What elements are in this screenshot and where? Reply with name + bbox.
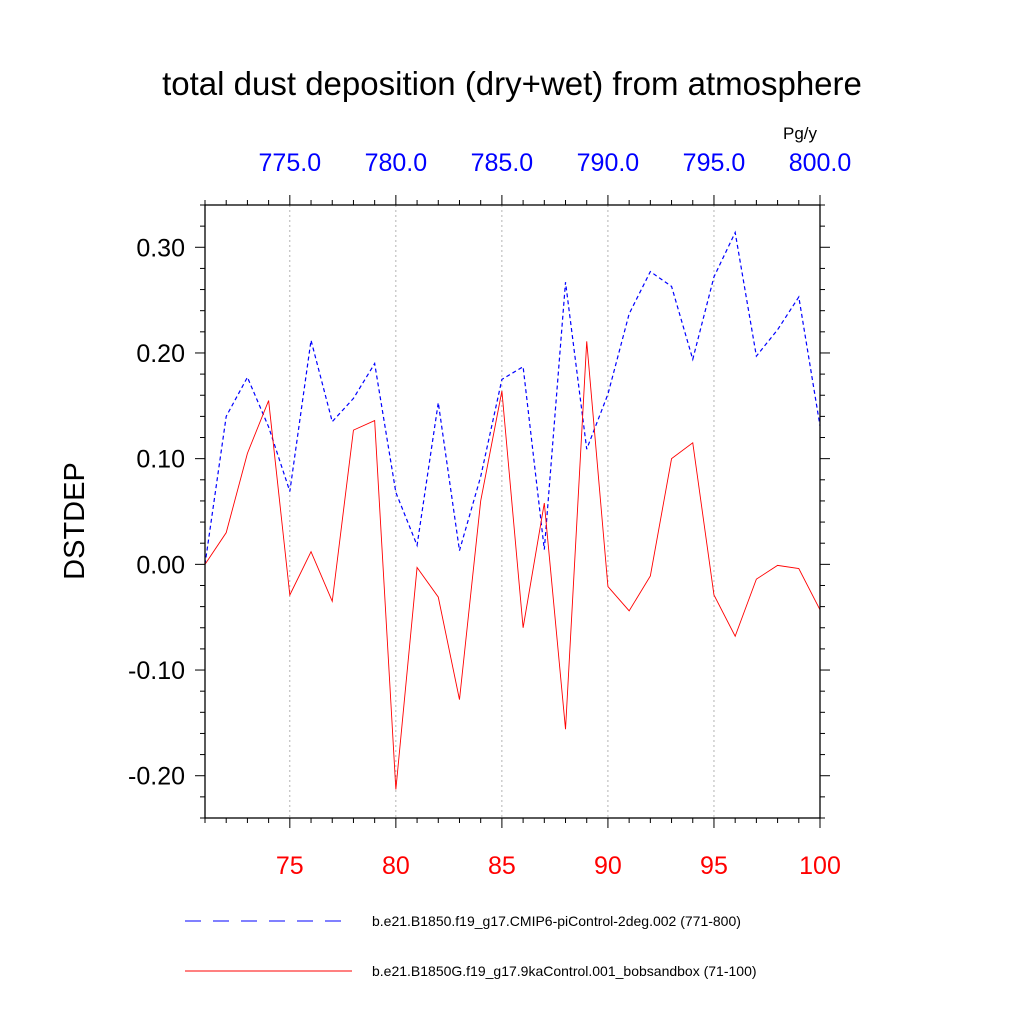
x-top-tick-label: 785.0 — [471, 149, 534, 177]
x-top-tick-label: 800.0 — [789, 149, 852, 177]
x-bottom-tick-label: 75 — [276, 852, 304, 880]
x-bottom-tick-label: 80 — [382, 852, 410, 880]
x-top-tick-label: 790.0 — [577, 149, 640, 177]
y-tick-label: 0.30 — [136, 234, 185, 262]
grid-layer — [289, 205, 715, 818]
units-label: Pg/y — [783, 124, 818, 143]
chart-title: total dust deposition (dry+wet) from atm… — [162, 65, 862, 102]
series-line-2 — [204, 341, 821, 790]
x-bottom-tick-label: 100 — [799, 852, 841, 880]
series-layer — [204, 230, 821, 790]
x-top-tick-label: 775.0 — [259, 149, 322, 177]
x-top-tick-label: 795.0 — [683, 149, 746, 177]
y-tick-label: 0.10 — [136, 446, 185, 474]
series-line-1 — [204, 230, 821, 565]
y-tick-label: -0.20 — [128, 763, 185, 791]
x-top-tick-label: 780.0 — [365, 149, 428, 177]
legend-label-1: b.e21.B1850.f19_g17.CMIP6-piControl-2deg… — [372, 913, 741, 929]
x-bottom-tick-label: 90 — [594, 852, 622, 880]
x-bottom-tick-label: 85 — [488, 852, 516, 880]
y-tick-label: 0.00 — [136, 551, 185, 579]
legend: b.e21.B1850.f19_g17.CMIP6-piControl-2deg… — [185, 913, 757, 979]
axis-layer: 0.30 0.20 0.10 0.00 -0.10 -0.20 75 80 85 90 95 100 7… — [128, 149, 851, 880]
y-tick-label: -0.10 — [128, 657, 185, 685]
y-axis-label: DSTDEP — [59, 462, 91, 580]
plot-frame — [204, 204, 821, 819]
x-bottom-tick-label: 95 — [700, 852, 728, 880]
y-tick-label: 0.20 — [136, 340, 185, 368]
legend-label-2: b.e21.B1850G.f19_g17.9kaControl.001_bobs… — [372, 963, 757, 979]
